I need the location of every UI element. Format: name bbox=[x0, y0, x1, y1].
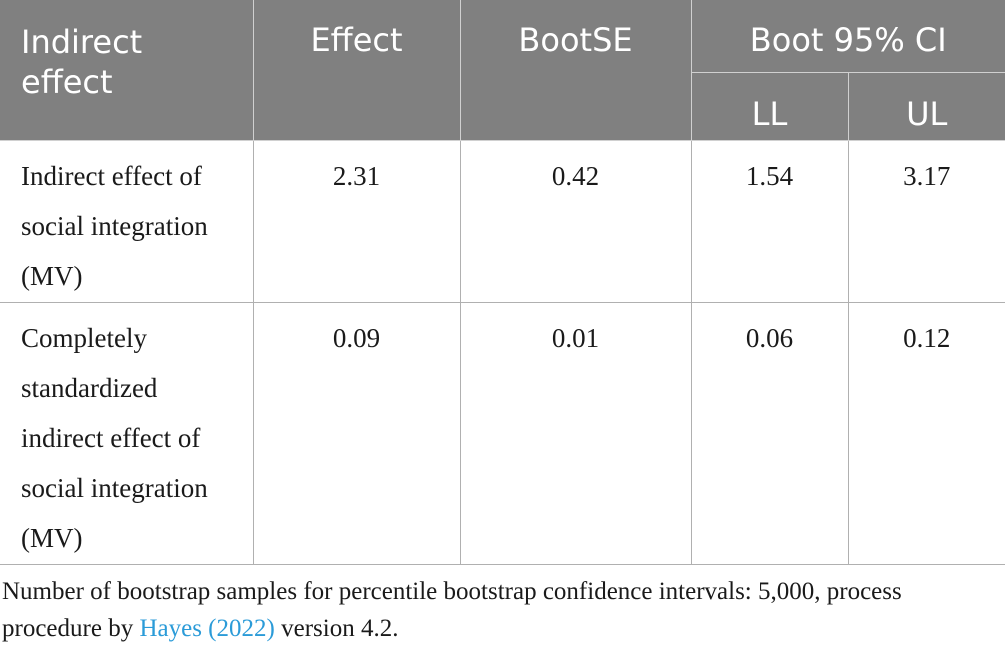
header-effect: Effect bbox=[253, 0, 461, 141]
cell-effect: 0.09 bbox=[253, 302, 461, 565]
header-boot-ci: Boot 95% CI bbox=[691, 0, 1005, 73]
row-label: Completely standardized indirect effect … bbox=[0, 302, 254, 565]
table-footnote: Number of bootstrap samples for percenti… bbox=[2, 573, 1002, 647]
cell-ll: 0.06 bbox=[691, 302, 849, 565]
cell-bootse: 0.01 bbox=[460, 302, 692, 565]
cell-ul: 3.17 bbox=[848, 140, 1005, 303]
results-table: Indirect effect Effect BootSE Boot 95% C… bbox=[0, 0, 1005, 565]
header-indirect-effect: Indirect effect bbox=[0, 0, 254, 141]
cell-ul: 0.12 bbox=[848, 302, 1005, 565]
footnote-text: Number of bootstrap samples for percenti… bbox=[2, 578, 902, 642]
footnote-text-end: version 4.2. bbox=[274, 615, 399, 642]
row-label: Indirect effect of social integration (M… bbox=[0, 140, 254, 303]
header-ul: UL bbox=[848, 72, 1005, 141]
table-row: Indirect effect of social integration (M… bbox=[0, 140, 1005, 303]
cell-bootse: 0.42 bbox=[460, 140, 692, 303]
header-bootse: BootSE bbox=[460, 0, 692, 141]
table-row: Completely standardized indirect effect … bbox=[0, 302, 1005, 565]
cell-ll: 1.54 bbox=[691, 140, 849, 303]
cell-effect: 2.31 bbox=[253, 140, 461, 303]
reference-link[interactable]: Hayes (2022) bbox=[139, 615, 275, 642]
header-ll: LL bbox=[691, 72, 849, 141]
header-indirect-effect-label: Indirect effect bbox=[21, 23, 143, 101]
